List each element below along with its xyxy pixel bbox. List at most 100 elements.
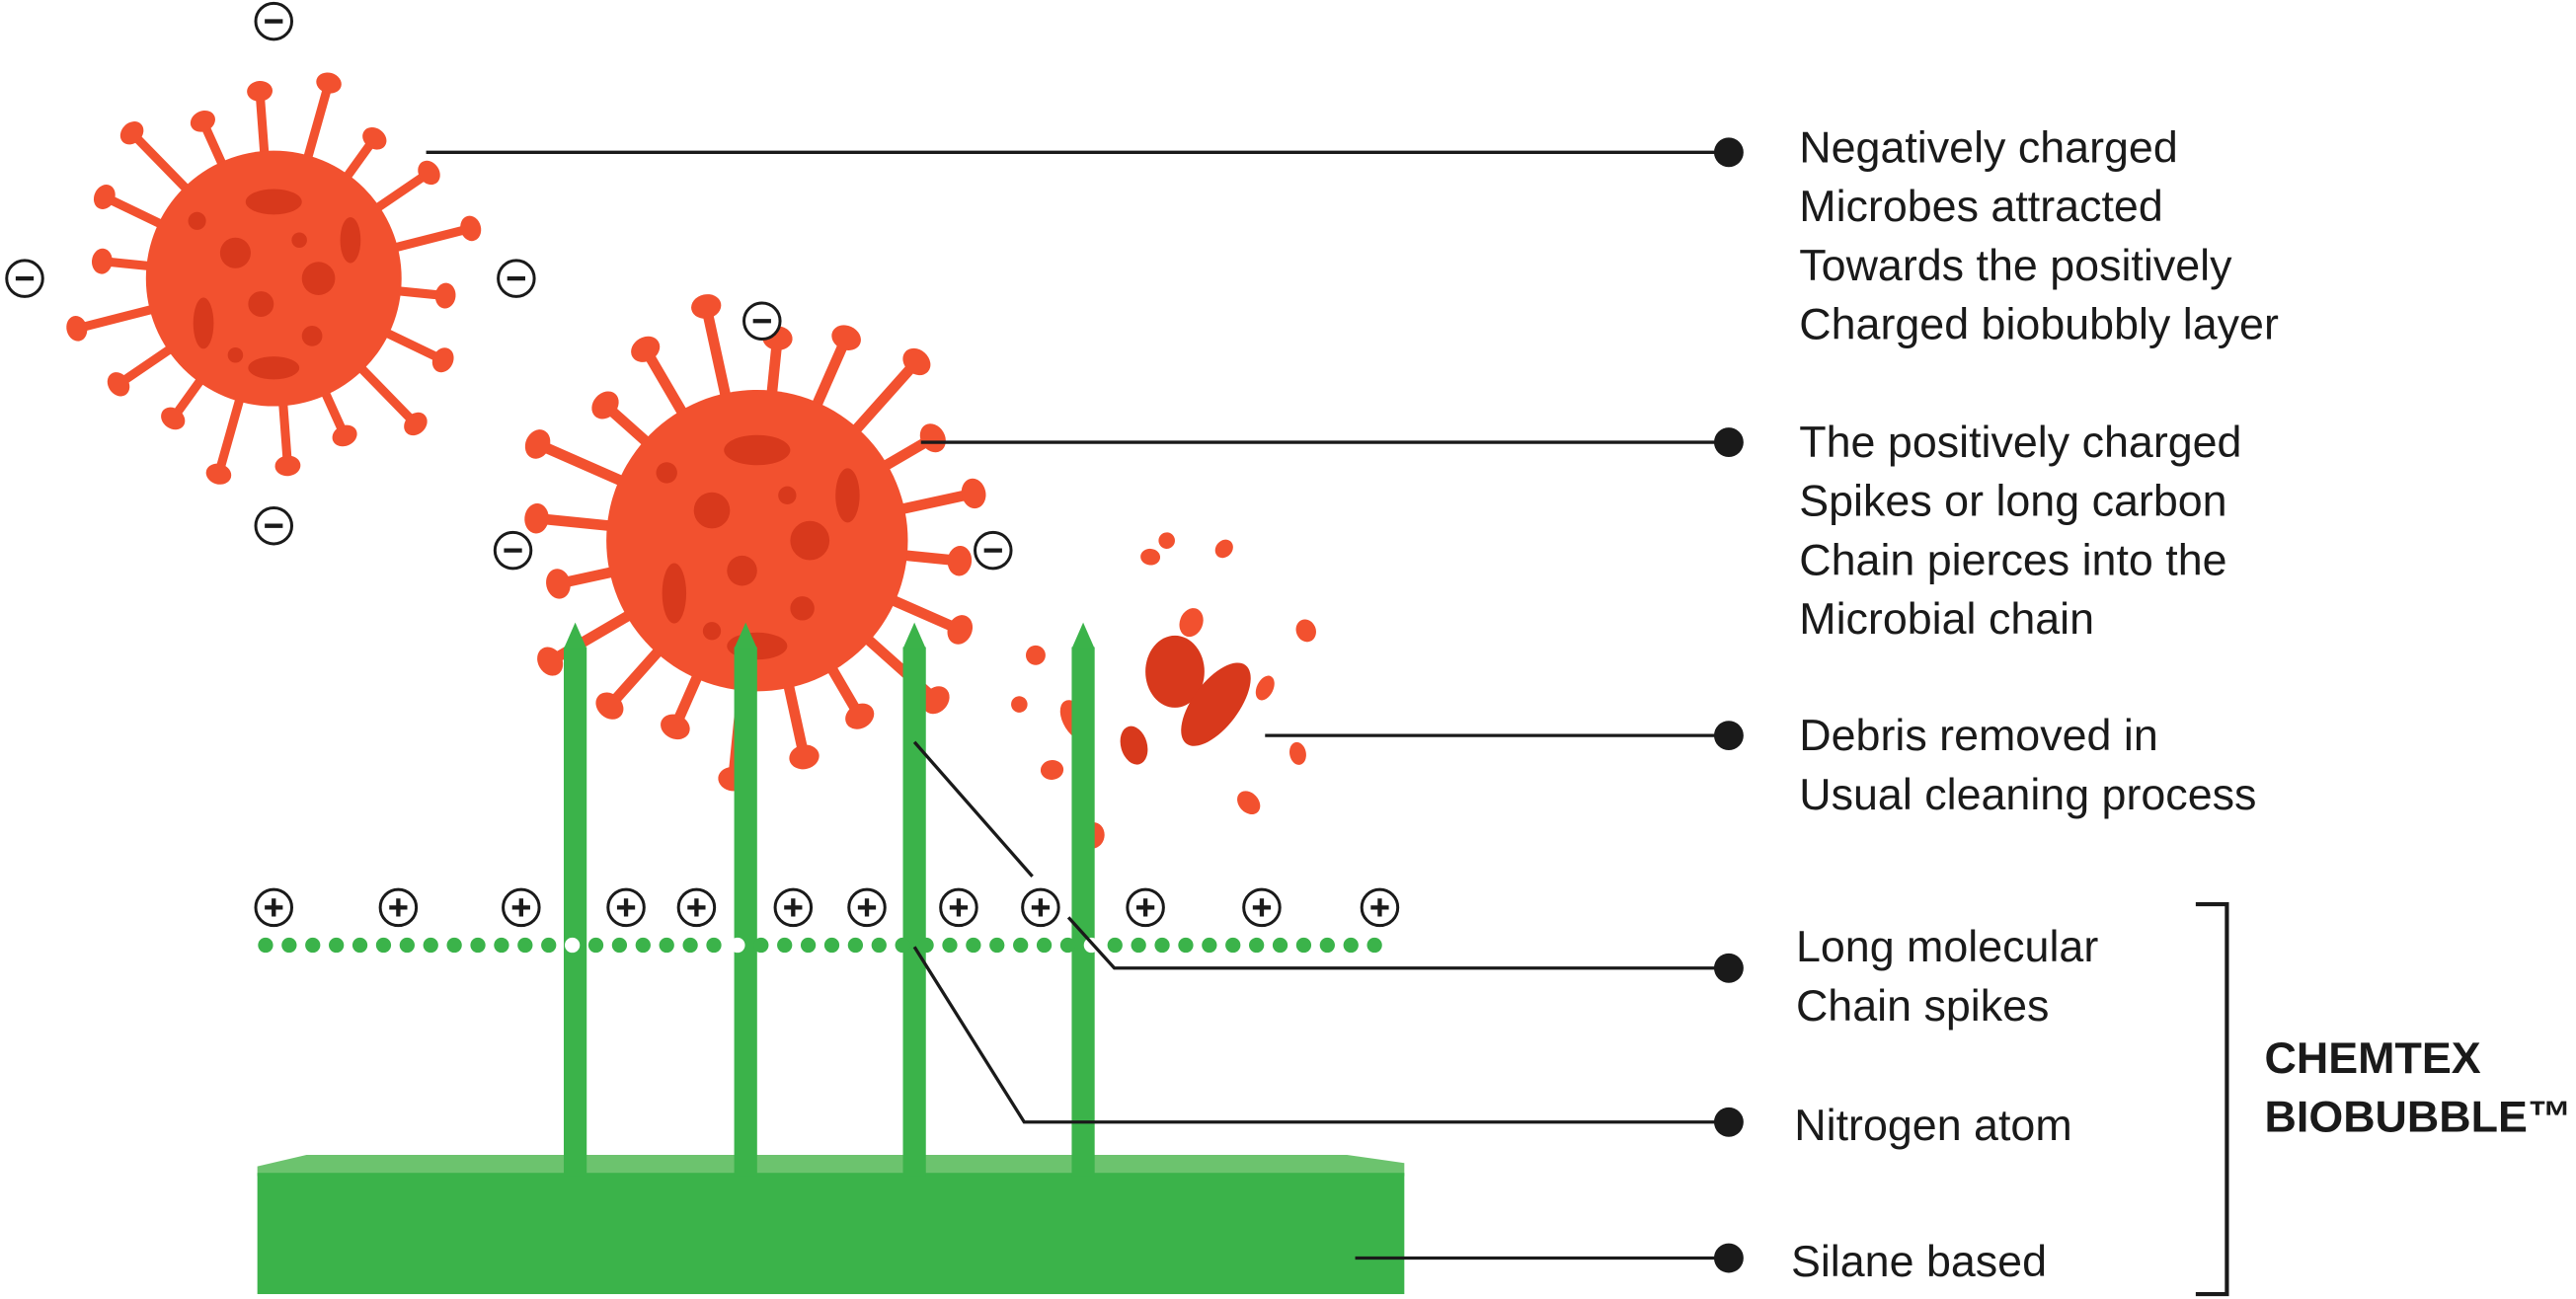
layer-dot (1343, 937, 1359, 954)
annotation-text: Silane based (1791, 1237, 2047, 1286)
debris-piece (1145, 635, 1205, 708)
virus (524, 294, 986, 792)
layer-dot (1131, 937, 1146, 954)
annotation-text: Charged biobubbly layer (1799, 300, 2279, 349)
layer-dot (1225, 937, 1241, 954)
virus-spike-tip (902, 347, 931, 376)
annotation-text: Microbes attracted (1799, 182, 2162, 231)
virus-spot (301, 326, 323, 346)
debris-piece (1158, 532, 1175, 549)
layer-dot (1202, 937, 1217, 954)
virus-spot (219, 237, 251, 268)
shapes (5, 1, 1744, 1273)
layer-dot (258, 937, 273, 954)
virus-spike-tip (431, 347, 454, 373)
debris-piece (1179, 608, 1204, 638)
debris-piece (1214, 539, 1233, 559)
virus-spike-tip (66, 316, 88, 342)
virus-spot (227, 347, 244, 363)
layer-dot (753, 937, 769, 954)
layer-dot (942, 937, 958, 954)
virus-spike-tip (107, 372, 130, 397)
virus-spot (340, 216, 361, 264)
layer-dot (423, 937, 438, 954)
layer-dot (1059, 937, 1076, 954)
virus-spike-tip (91, 248, 113, 274)
leader-line (1066, 916, 1729, 970)
virus-spot (291, 232, 307, 249)
carbon-spike (1071, 647, 1095, 1177)
virus-spike-tip (661, 714, 690, 740)
virus-spike-tip (961, 478, 986, 509)
leader-dot (1713, 1107, 1744, 1137)
layer-dot (871, 937, 887, 954)
debris-piece (1025, 645, 1046, 665)
virus-spike-tip (524, 429, 551, 459)
virus-spot (245, 189, 302, 215)
silane-base (257, 1173, 1405, 1295)
virus-spot (193, 297, 214, 349)
leader-dot (1713, 953, 1744, 983)
annotation-text: Chain pierces into the (1799, 535, 2226, 584)
carbon-spike (902, 647, 926, 1177)
layer-dot (494, 937, 509, 954)
virus-spike-tip (919, 423, 946, 453)
layer-dot (1249, 937, 1265, 954)
brand-text: CHEMTEX (2265, 1033, 2481, 1083)
layer-dot (1319, 937, 1335, 954)
virus-spike-tip (434, 282, 456, 309)
layer-dot (989, 937, 1005, 954)
virus-spike-tip (595, 692, 624, 720)
virus-spike-tip (316, 72, 342, 94)
layer-dot (1013, 937, 1029, 954)
annotation-text: Towards the positively (1799, 241, 2232, 290)
spike-tip (1071, 622, 1095, 650)
layer-dot (895, 937, 910, 954)
virus-spike-tip (93, 185, 116, 210)
layer-dot (966, 937, 981, 954)
layer-dot (446, 937, 462, 954)
virus-spike-tip (362, 126, 387, 150)
layer-dot (847, 937, 864, 954)
debris-piece (1120, 726, 1148, 765)
virus-spike-tip (119, 121, 144, 145)
debris-piece (1295, 619, 1316, 643)
virus-spike-tip (631, 336, 661, 362)
debris-piece (1040, 759, 1064, 780)
spike-tip (734, 622, 757, 650)
layer-dot (351, 937, 368, 954)
virus-spike-tip (418, 160, 440, 186)
brand-text: BIOBUBBLE™ (2265, 1093, 2572, 1142)
layer-dot (635, 937, 651, 954)
virus-spike-tip (404, 412, 428, 436)
virus-spike-tip (524, 502, 549, 534)
layer-dot (399, 937, 415, 954)
layer-dot (823, 937, 840, 954)
layer-dot (1154, 937, 1170, 954)
layer-dot (375, 937, 392, 954)
layer-dot (1036, 937, 1053, 954)
layer-dot (1178, 937, 1194, 954)
layer-dot (706, 937, 722, 954)
debris-piece (1181, 662, 1251, 746)
virus-spike-tip (161, 407, 186, 430)
leader-dot (1713, 1243, 1744, 1273)
layer-dot (470, 937, 486, 954)
carbon-spike (563, 647, 587, 1177)
layer-dot (517, 937, 533, 954)
annotation-text: The positively charged (1799, 418, 2241, 467)
virus-spot (790, 520, 830, 561)
virus-spot (702, 622, 722, 641)
labels: Negatively charged Microbes attracted Towa… (1791, 122, 2572, 1285)
carbon-spike (734, 647, 757, 1177)
nitrogen-atom (564, 937, 581, 954)
debris (1011, 532, 1316, 849)
layer-dot (1366, 937, 1382, 954)
virus-spike-tip (947, 615, 974, 645)
virus-spike-tip (691, 294, 722, 319)
debris-piece (1289, 741, 1306, 765)
layer-dot (1295, 937, 1312, 954)
virus-spike-tip (537, 647, 564, 676)
virus-spot (724, 434, 791, 466)
